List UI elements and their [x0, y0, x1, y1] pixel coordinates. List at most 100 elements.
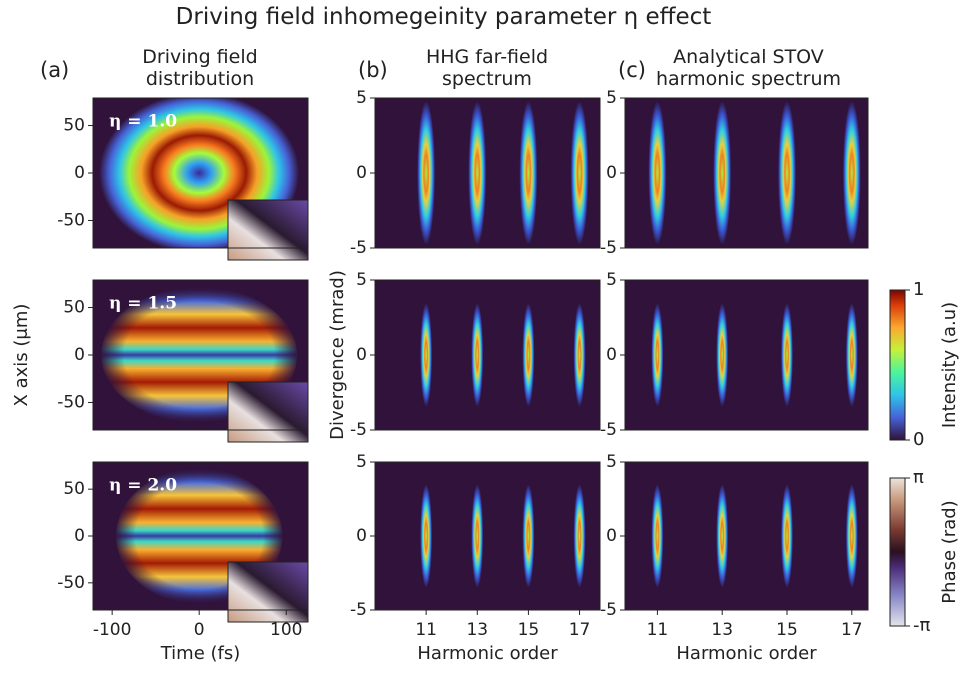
- harmonic-line: [648, 101, 667, 245]
- heatmap-background: [375, 462, 600, 610]
- y-tick-label: -5: [350, 600, 367, 620]
- harmonic-line: [651, 484, 664, 588]
- colorbar-tick-label: 1: [913, 279, 924, 300]
- colorbar-tick-label: π: [913, 467, 924, 488]
- x-tick-label: 100: [270, 620, 302, 640]
- colorbar: [889, 289, 906, 441]
- x-tick-label: 15: [518, 620, 540, 640]
- y-tick-label: 50: [63, 479, 85, 499]
- y-tick-label: 5: [356, 88, 367, 108]
- panel: [375, 98, 600, 248]
- x-tick-label: 0: [194, 620, 205, 640]
- harmonic-line: [471, 303, 484, 407]
- y-axis-label: Divergence (mrad): [327, 270, 348, 440]
- figure-title: Driving field inhomegeinity parameter η …: [175, 4, 712, 30]
- x-tick-label: 17: [841, 620, 863, 640]
- harmonic-line: [471, 484, 484, 588]
- x-tick-label: 15: [776, 620, 798, 640]
- y-tick-label: -5: [600, 238, 617, 258]
- harmonic-line: [573, 484, 586, 588]
- panel-label: (a): [40, 58, 70, 82]
- column-title: Driving field distribution: [142, 46, 258, 90]
- harmonic-line: [522, 484, 535, 588]
- y-tick-label: 0: [606, 526, 617, 546]
- y-axis-label: X axis (μm): [11, 304, 32, 407]
- panel: [625, 280, 868, 430]
- y-tick-label: 5: [606, 270, 617, 290]
- y-tick-label: 0: [74, 163, 85, 183]
- y-tick-label: -5: [600, 420, 617, 440]
- harmonic-line: [417, 101, 436, 245]
- x-axis-label: Harmonic order: [676, 643, 817, 664]
- y-tick-label: -50: [57, 392, 85, 412]
- harmonic-line: [522, 303, 535, 407]
- harmonic-line: [842, 101, 861, 245]
- harmonic-line: [651, 303, 664, 407]
- y-tick-label: 5: [356, 270, 367, 290]
- heatmap-background: [375, 98, 600, 248]
- harmonic-line: [716, 484, 729, 588]
- x-tick-label: 17: [569, 620, 591, 640]
- y-tick-label: -5: [350, 238, 367, 258]
- annotation: η = 2.0: [109, 476, 177, 496]
- phase-inset: [227, 561, 309, 623]
- y-tick-label: -5: [350, 420, 367, 440]
- phase-inset: [227, 381, 309, 443]
- x-tick-label: 13: [466, 620, 488, 640]
- x-tick-label: 11: [647, 620, 669, 640]
- y-tick-label: 5: [606, 452, 617, 472]
- column-title: HHG far-field spectrum: [425, 46, 549, 90]
- heatmap-background: [625, 462, 868, 610]
- y-tick-label: 5: [356, 452, 367, 472]
- y-tick-label: -50: [57, 573, 85, 593]
- heatmap-background: [375, 280, 600, 430]
- harmonic-line: [778, 101, 796, 245]
- colorbar-label: Phase (rad): [939, 500, 960, 603]
- y-tick-label: 5: [606, 88, 617, 108]
- y-tick-label: 50: [63, 116, 85, 136]
- y-tick-label: 0: [74, 345, 85, 365]
- annotation: η = 1.0: [109, 112, 177, 132]
- x-axis-label: Harmonic order: [417, 643, 558, 664]
- colorbar-tick-label: -π: [913, 615, 930, 636]
- y-tick-label: 0: [606, 345, 617, 365]
- harmonic-line: [781, 484, 793, 588]
- column-title: Analytical STOV harmonic spectrum: [655, 46, 841, 90]
- y-tick-label: 0: [356, 526, 367, 546]
- harmonic-line: [845, 484, 858, 588]
- colorbar-label: Intensity (a.u): [939, 302, 960, 428]
- panel-label: (c): [618, 58, 646, 82]
- y-tick-label: 50: [63, 298, 85, 318]
- harmonic-line: [716, 303, 729, 407]
- x-tick-label: 11: [415, 620, 437, 640]
- y-tick-label: -50: [57, 210, 85, 230]
- panel: [375, 462, 600, 610]
- harmonic-line: [468, 101, 487, 245]
- y-tick-label: 0: [356, 163, 367, 183]
- harmonic-line: [570, 101, 589, 245]
- x-tick-label: -100: [93, 620, 132, 640]
- harmonic-line: [420, 484, 433, 588]
- annotation: η = 1.5: [109, 294, 177, 314]
- panel: [375, 280, 600, 430]
- x-tick-label: 13: [711, 620, 733, 640]
- panel-label: (b): [358, 58, 388, 82]
- harmonic-line: [713, 101, 732, 245]
- y-tick-label: 0: [606, 163, 617, 183]
- harmonic-line: [781, 303, 793, 407]
- harmonic-line: [420, 303, 433, 407]
- harmonic-line: [519, 101, 538, 245]
- colorbar-tick-label: 0: [913, 429, 924, 450]
- colorbar: [889, 477, 906, 627]
- x-axis-label: Time (fs): [160, 643, 241, 664]
- heatmap-background: [625, 280, 868, 430]
- harmonic-line: [845, 303, 858, 407]
- harmonic-line: [573, 303, 586, 407]
- y-tick-label: 0: [74, 526, 85, 546]
- panel: [625, 462, 868, 610]
- phase-inset: [227, 199, 309, 261]
- y-tick-label: -5: [600, 600, 617, 620]
- panel: [625, 98, 868, 248]
